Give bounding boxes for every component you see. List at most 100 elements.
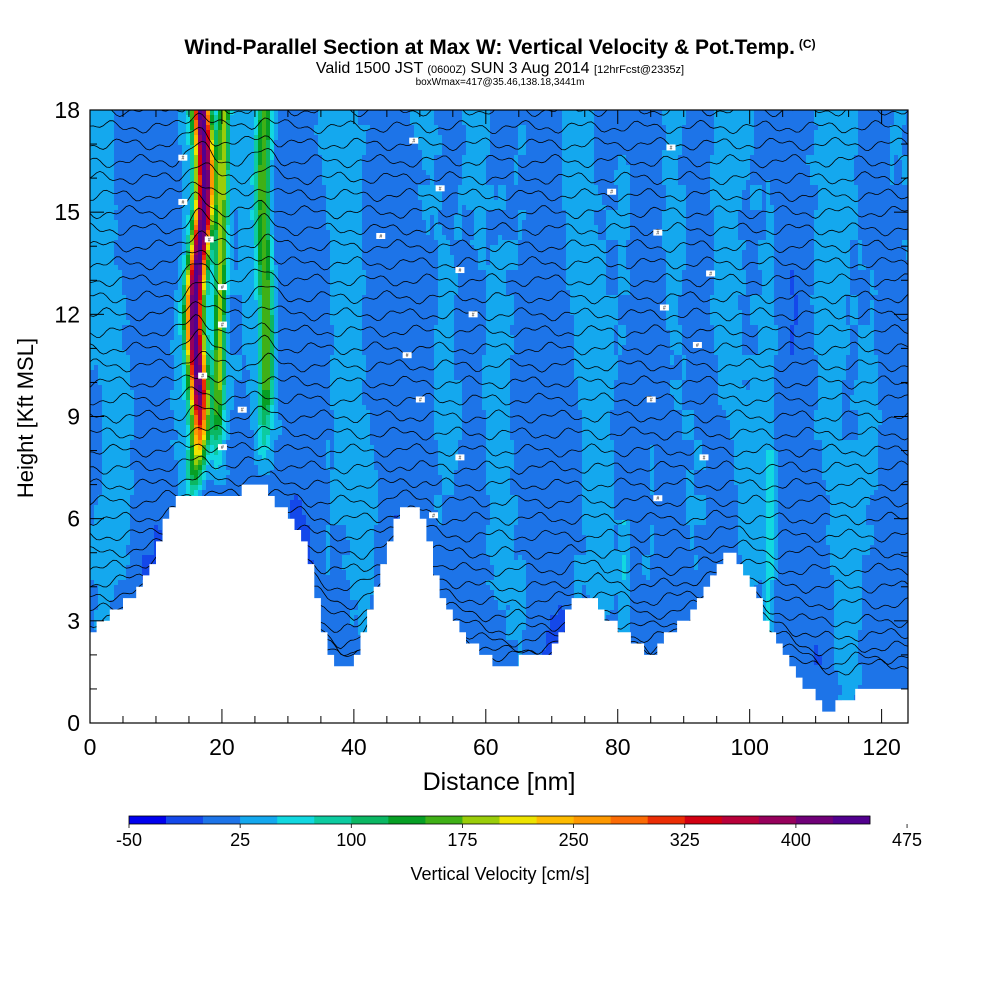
velocity-cell bbox=[118, 575, 123, 581]
velocity-cell bbox=[114, 365, 119, 371]
velocity-cell bbox=[154, 500, 159, 506]
velocity-cell bbox=[90, 420, 95, 426]
velocity-cell bbox=[170, 435, 175, 441]
velocity-cell bbox=[150, 260, 155, 266]
velocity-cell bbox=[198, 175, 203, 181]
velocity-cell bbox=[154, 475, 159, 481]
velocity-cell bbox=[230, 165, 235, 171]
velocity-cell bbox=[202, 340, 207, 346]
velocity-cell bbox=[98, 420, 103, 426]
velocity-cell bbox=[182, 145, 187, 151]
velocity-cell bbox=[198, 210, 203, 216]
velocity-cell bbox=[154, 380, 159, 386]
velocity-cell bbox=[110, 280, 115, 286]
velocity-cell bbox=[194, 365, 199, 371]
velocity-cell bbox=[226, 300, 231, 306]
velocity-cell bbox=[118, 280, 123, 286]
velocity-cell bbox=[90, 165, 95, 171]
velocity-cell bbox=[222, 415, 227, 421]
velocity-cell bbox=[154, 130, 159, 136]
velocity-cell bbox=[150, 145, 155, 151]
velocity-cell bbox=[194, 375, 199, 381]
velocity-cell bbox=[182, 435, 187, 441]
velocity-cell bbox=[134, 130, 139, 136]
velocity-cell bbox=[234, 475, 239, 481]
velocity-cell bbox=[102, 555, 107, 561]
velocity-cell bbox=[94, 450, 99, 456]
velocity-cell bbox=[130, 335, 135, 341]
velocity-cell bbox=[150, 425, 155, 431]
velocity-cell bbox=[106, 410, 111, 416]
velocity-cell bbox=[186, 340, 191, 346]
velocity-cell bbox=[122, 150, 127, 156]
velocity-cell bbox=[178, 360, 183, 366]
velocity-cell bbox=[142, 490, 147, 496]
velocity-cell bbox=[126, 340, 131, 346]
velocity-cell bbox=[154, 525, 159, 531]
velocity-cell bbox=[222, 425, 227, 431]
velocity-cell bbox=[146, 455, 151, 461]
velocity-cell bbox=[134, 420, 139, 426]
velocity-cell bbox=[150, 185, 155, 191]
velocity-cell bbox=[118, 305, 123, 311]
velocity-cell bbox=[114, 320, 119, 326]
velocity-cell bbox=[126, 545, 131, 551]
velocity-cell bbox=[146, 465, 151, 471]
velocity-cell bbox=[150, 355, 155, 361]
velocity-cell bbox=[166, 220, 171, 226]
velocity-cell bbox=[130, 460, 135, 466]
velocity-cell bbox=[126, 135, 131, 141]
velocity-cell bbox=[114, 345, 119, 351]
velocity-cell bbox=[102, 340, 107, 346]
velocity-cell bbox=[238, 375, 243, 381]
velocity-cell bbox=[218, 395, 223, 401]
velocity-cell bbox=[194, 490, 199, 496]
velocity-cell bbox=[242, 465, 247, 471]
velocity-cell bbox=[134, 455, 139, 461]
velocity-cell bbox=[214, 435, 219, 441]
velocity-cell bbox=[186, 410, 191, 416]
velocity-cell bbox=[234, 285, 239, 291]
velocity-cell bbox=[114, 580, 119, 586]
velocity-cell bbox=[98, 165, 103, 171]
velocity-cell bbox=[162, 140, 167, 146]
velocity-cell bbox=[194, 225, 199, 231]
velocity-cell bbox=[142, 475, 147, 481]
velocity-cell bbox=[118, 295, 123, 301]
velocity-cell bbox=[150, 140, 155, 146]
velocity-cell bbox=[178, 120, 183, 126]
velocity-cell bbox=[154, 420, 159, 426]
velocity-cell bbox=[174, 465, 179, 471]
velocity-cell bbox=[222, 120, 227, 126]
velocity-cell bbox=[90, 355, 95, 361]
velocity-cell bbox=[118, 475, 123, 481]
velocity-cell bbox=[110, 430, 115, 436]
velocity-cell bbox=[138, 200, 143, 206]
velocity-cell bbox=[106, 150, 111, 156]
velocity-cell bbox=[230, 290, 235, 296]
velocity-cell bbox=[122, 455, 127, 461]
velocity-cell bbox=[130, 385, 135, 391]
velocity-cell bbox=[142, 365, 147, 371]
velocity-cell bbox=[102, 225, 107, 231]
velocity-cell bbox=[170, 125, 175, 131]
velocity-cell bbox=[202, 195, 207, 201]
velocity-cell bbox=[106, 595, 111, 601]
velocity-cell bbox=[98, 455, 103, 461]
velocity-cell bbox=[110, 200, 115, 206]
velocity-cell bbox=[154, 465, 159, 471]
velocity-cell bbox=[102, 475, 107, 481]
velocity-cell bbox=[174, 360, 179, 366]
velocity-cell bbox=[238, 365, 243, 371]
velocity-cell bbox=[186, 265, 191, 271]
velocity-cell bbox=[122, 490, 127, 496]
velocity-cell bbox=[114, 360, 119, 366]
velocity-cell bbox=[226, 490, 231, 496]
velocity-cell bbox=[202, 490, 207, 496]
velocity-cell bbox=[190, 255, 195, 261]
velocity-cell bbox=[158, 125, 163, 131]
velocity-cell bbox=[166, 400, 171, 406]
velocity-cell bbox=[162, 110, 167, 116]
velocity-cell bbox=[222, 360, 227, 366]
velocity-cell bbox=[90, 250, 95, 256]
